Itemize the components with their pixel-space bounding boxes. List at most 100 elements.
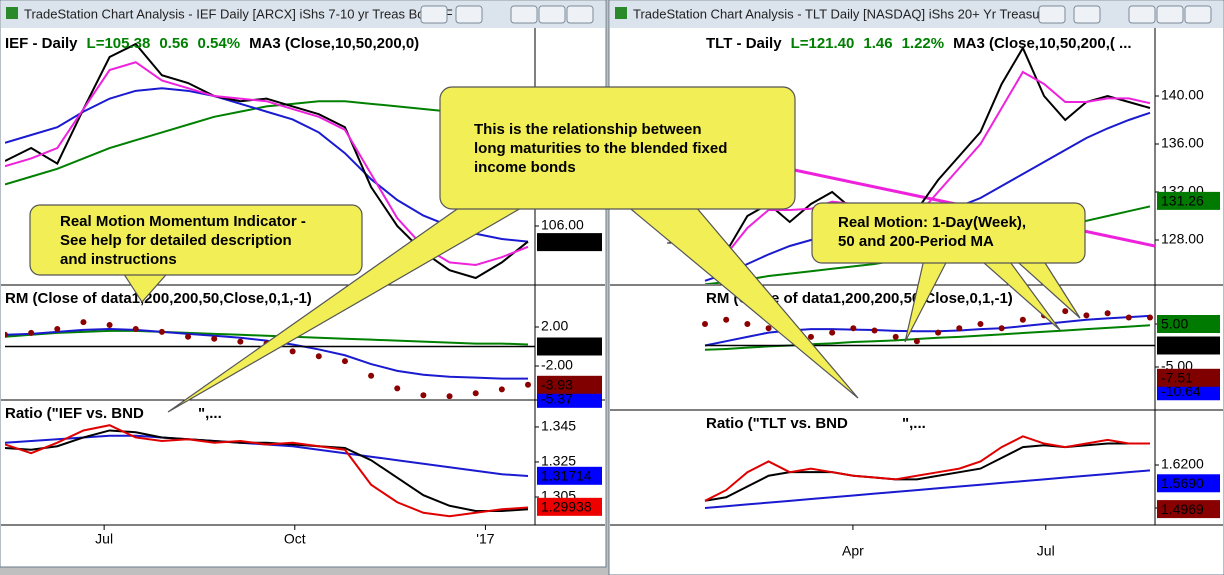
rm-dot <box>850 325 857 332</box>
series-line <box>5 61 529 266</box>
rm-dot <box>913 338 920 345</box>
y-tick-label: 128.00 <box>1161 231 1204 247</box>
rm-dot <box>5 331 8 338</box>
panel-header: Ratio ("IEF vs. BND ",... <box>5 405 222 422</box>
title-button[interactable] <box>1128 5 1156 24</box>
rm-dot <box>829 329 836 336</box>
title-button[interactable] <box>538 5 566 24</box>
rm-dot <box>702 321 708 328</box>
rm-dot <box>289 348 296 355</box>
rm-dot <box>525 381 531 388</box>
value-box <box>1157 368 1220 387</box>
value-box-label: 131.26 <box>1161 193 1204 209</box>
rm-dot <box>341 358 348 365</box>
rm-dot <box>1147 314 1153 321</box>
callout-box <box>811 202 1086 264</box>
rm-dot <box>420 392 427 399</box>
value-box <box>537 466 602 485</box>
series-line <box>5 42 529 280</box>
rm-dot <box>446 393 453 399</box>
title-button[interactable] <box>1038 5 1066 24</box>
panel-header: Ratio ("TLT vs. BND ",... <box>706 415 926 432</box>
rm-dot <box>472 390 479 397</box>
value-box-label: 105.38 <box>541 234 584 250</box>
value-box-label: -7.51 <box>1161 369 1193 385</box>
y-tick-label: 106.00 <box>541 217 584 233</box>
callout-text: Real Motion Momentum Indicator - <box>60 213 306 230</box>
title-button[interactable] <box>455 5 483 24</box>
title-button[interactable] <box>1184 5 1212 24</box>
rm-dot <box>1104 310 1111 317</box>
app-icon <box>6 7 18 19</box>
value-box <box>1157 500 1220 519</box>
x-tick-label: Apr <box>842 543 864 559</box>
value-box <box>537 497 602 516</box>
rm-dot <box>1125 314 1132 321</box>
value-box <box>537 375 602 394</box>
rm-dot <box>80 319 87 326</box>
value-box-label: -10.64 <box>1161 383 1201 399</box>
rm-dot <box>892 333 899 340</box>
header-part: RM (Close of data1,200,200,50,Close,0,1,… <box>706 290 1013 307</box>
window-title: TradeStation Chart Analysis - TLT Daily … <box>633 6 1054 21</box>
rm-dot <box>807 333 814 340</box>
value-box <box>1157 336 1220 355</box>
rm-dot <box>54 325 61 332</box>
rm-dot <box>744 321 751 328</box>
callout-text: long maturities to the blended fixed <box>474 140 727 157</box>
value-box <box>537 337 602 356</box>
rm-dot <box>185 333 192 340</box>
rm-dot <box>498 386 505 393</box>
rm-dot <box>935 329 942 336</box>
callout-text: and instructions <box>60 251 177 268</box>
title-button[interactable] <box>1073 5 1101 24</box>
callout-text: See help for detailed description <box>60 232 292 249</box>
plot-area <box>5 424 529 518</box>
rm-dot <box>765 325 772 332</box>
rm-dot <box>394 385 401 392</box>
callout-box <box>29 204 363 276</box>
header-part: 0.56 <box>159 35 188 52</box>
value-box-label: 1.31714 <box>541 468 592 484</box>
value-box-label: -5.37 <box>541 391 573 407</box>
header-part: 1.46 <box>863 35 892 52</box>
callout-text: 50 and 200-Period MA <box>838 233 994 250</box>
title-button[interactable] <box>566 5 594 24</box>
panel-header: RM (Close of data1,200,200,50,Close,0,1,… <box>706 290 1013 307</box>
y-tick-label: 1.6200 <box>1161 456 1204 472</box>
y-tick-label: 2.00 <box>541 318 568 334</box>
title-button[interactable] <box>510 5 538 24</box>
rm-dot <box>723 316 730 323</box>
rm-dot <box>368 372 375 379</box>
header-part: 1.22% <box>902 35 945 52</box>
value-box-label: 1.5690 <box>1161 475 1204 491</box>
header-part: RM (Close of data1,200,200,50,Close,0,1,… <box>5 290 312 307</box>
title-button[interactable] <box>420 5 448 24</box>
window-title: TradeStation Chart Analysis - IEF Daily … <box>24 6 453 21</box>
value-box-label: 1.29938 <box>541 499 592 515</box>
value-box <box>537 233 602 252</box>
series-line <box>704 469 1151 509</box>
y-tick-label: -2.00 <box>541 357 573 373</box>
callout-text: This is the relationship between <box>474 121 702 138</box>
rm-dot <box>158 328 165 335</box>
value-box-label: -3.93 <box>541 376 573 392</box>
panel-header: RM (Close of data1,200,200,50,Close,0,1,… <box>5 290 312 307</box>
header-part: L=105.38 <box>87 35 151 52</box>
x-tick-label: '17 <box>476 531 494 547</box>
rm-dot <box>1083 312 1090 319</box>
header-part: L=121.40 <box>791 35 855 52</box>
title-bar <box>610 1 1223 28</box>
header-part: IEF - Daily <box>5 35 78 52</box>
window-frame <box>0 0 607 568</box>
value-box-label: 0.00 <box>541 338 568 354</box>
header-part: 0.54% <box>198 35 241 52</box>
series-line <box>704 45 1151 271</box>
y-tick-label: 1.325 <box>541 453 576 469</box>
title-button[interactable] <box>1156 5 1184 24</box>
header-part: MA3 (Close,10,50,200,0) <box>249 35 419 52</box>
value-box-label: 1.4969 <box>1161 501 1204 517</box>
value-box <box>1157 191 1220 210</box>
